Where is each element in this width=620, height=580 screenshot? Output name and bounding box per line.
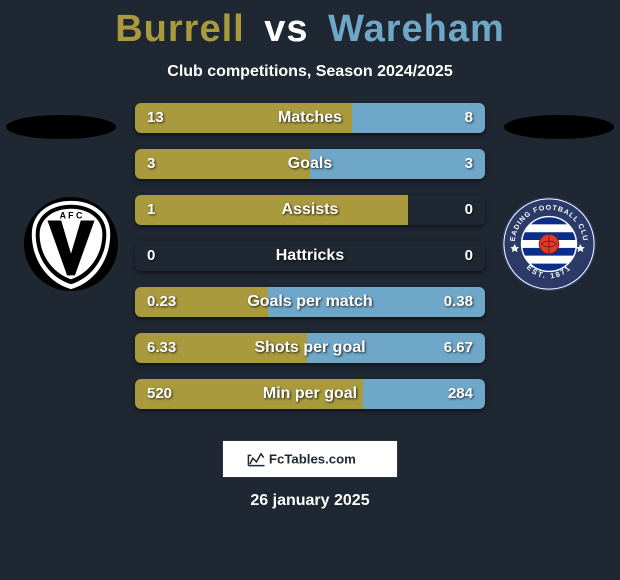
stat-row: 0.230.38Goals per match — [135, 287, 485, 317]
player2-shadow — [504, 115, 614, 139]
brand-box: FcTables.com — [222, 440, 398, 478]
stat-row: 6.336.67Shots per goal — [135, 333, 485, 363]
stat-value-right: 0 — [453, 241, 485, 271]
stat-value-right: 0.38 — [432, 287, 485, 317]
stat-value-left: 0.23 — [135, 287, 188, 317]
stat-value-left: 1 — [135, 195, 167, 225]
stat-row: 138Matches — [135, 103, 485, 133]
snapshot-date: 26 january 2025 — [0, 492, 620, 510]
stat-value-right: 284 — [436, 379, 485, 409]
comparison-title: Burrell vs Wareham — [0, 0, 620, 51]
comparison-subtitle: Club competitions, Season 2024/2025 — [0, 63, 620, 81]
stat-bar-left — [135, 195, 408, 225]
stat-rows: 138Matches33Goals10Assists00Hattricks0.2… — [135, 103, 485, 425]
svg-text:FcTables.com: FcTables.com — [269, 451, 356, 466]
stat-value-left: 6.33 — [135, 333, 188, 363]
stat-row: 10Assists — [135, 195, 485, 225]
stat-value-left: 13 — [135, 103, 176, 133]
stat-value-right: 0 — [453, 195, 485, 225]
player2-club-badge: READING FOOTBALL CLUB EST. 1871 — [500, 195, 598, 293]
stat-label: Hattricks — [135, 241, 485, 271]
vs-separator: vs — [264, 8, 308, 50]
player1-name: Burrell — [115, 8, 244, 50]
badge-left-text: A F C — [60, 211, 83, 221]
fctables-logo: FcTables.com — [244, 448, 376, 470]
stat-value-left: 3 — [135, 149, 167, 179]
player2-name: Wareham — [328, 8, 505, 50]
player1-club-badge: A F C — [22, 195, 120, 293]
stat-value-right: 8 — [453, 103, 485, 133]
stat-value-left: 0 — [135, 241, 167, 271]
stat-row: 520284Min per goal — [135, 379, 485, 409]
stat-row: 33Goals — [135, 149, 485, 179]
stat-value-left: 520 — [135, 379, 184, 409]
stat-value-right: 6.67 — [432, 333, 485, 363]
player1-shadow — [6, 115, 116, 139]
stat-value-right: 3 — [453, 149, 485, 179]
stat-row: 0 0Hattricks — [135, 241, 485, 271]
